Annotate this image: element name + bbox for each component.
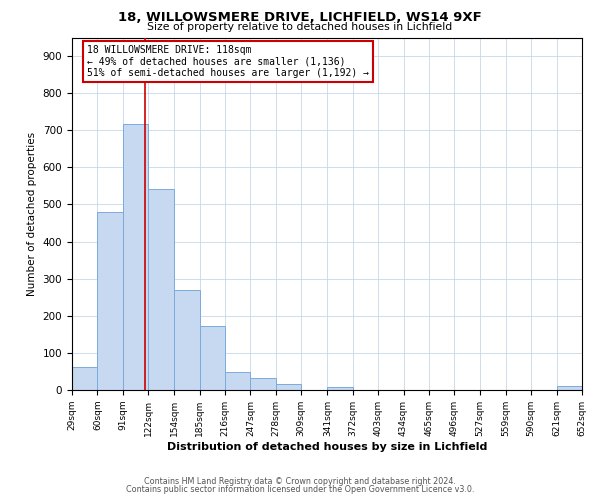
Y-axis label: Number of detached properties: Number of detached properties: [27, 132, 37, 296]
Bar: [175, 290, 200, 390]
Text: Contains HM Land Registry data © Crown copyright and database right 2024.: Contains HM Land Registry data © Crown c…: [144, 477, 456, 486]
X-axis label: Distribution of detached houses by size in Lichfield: Distribution of detached houses by size …: [167, 442, 487, 452]
Bar: [97, 212, 123, 390]
Bar: [328, 387, 353, 390]
Bar: [250, 378, 276, 390]
Text: 18, WILLOWSMERE DRIVE, LICHFIELD, WS14 9XF: 18, WILLOWSMERE DRIVE, LICHFIELD, WS14 9…: [118, 11, 482, 24]
Bar: [557, 386, 582, 390]
Bar: [148, 188, 175, 390]
Bar: [200, 326, 225, 390]
Bar: [276, 384, 301, 390]
Text: 18 WILLOWSMERE DRIVE: 118sqm
← 49% of detached houses are smaller (1,136)
51% of: 18 WILLOWSMERE DRIVE: 118sqm ← 49% of de…: [88, 44, 370, 78]
Bar: [72, 367, 97, 390]
Text: Contains public sector information licensed under the Open Government Licence v3: Contains public sector information licen…: [126, 484, 474, 494]
Bar: [225, 372, 250, 390]
Bar: [123, 124, 148, 390]
Text: Size of property relative to detached houses in Lichfield: Size of property relative to detached ho…: [148, 22, 452, 32]
